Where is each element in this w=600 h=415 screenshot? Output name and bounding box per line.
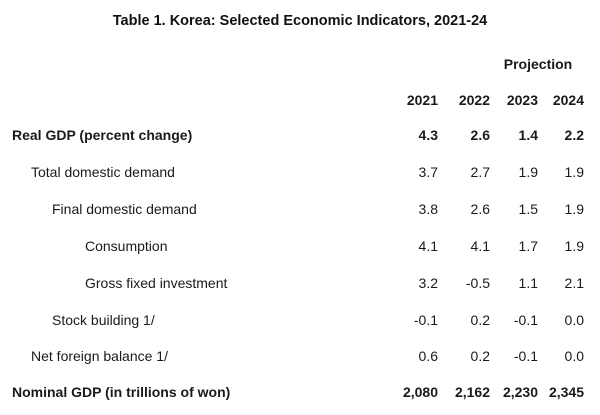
cell-2022: 2.7 [470,164,490,180]
row-label: Real GDP (percent change) [12,127,193,143]
cell-2022: 0.2 [470,312,490,328]
row-label: Stock building 1/ [52,312,155,328]
year-header-2024: 2024 [552,92,584,108]
cell-2021: 4.3 [418,127,438,143]
cell-2024: 2.1 [564,275,584,291]
table-row: Final domestic demand 3.8 2.6 1.5 1.9 [0,201,600,221]
cell-2022: 4.1 [470,238,490,254]
row-label: Consumption [85,238,168,254]
year-header-2022: 2022 [458,92,490,108]
year-header-2023: 2023 [506,92,538,108]
table-row: Consumption 4.1 4.1 1.7 1.9 [0,238,600,258]
cell-2023: -0.1 [513,348,538,364]
cell-2021: 3.7 [418,164,438,180]
cell-2022: 2,162 [454,384,490,400]
cell-2024: 0.0 [564,312,584,328]
cell-2023: -0.1 [513,312,538,328]
cell-2022: -0.5 [465,275,490,291]
cell-2022: 2.6 [470,201,490,217]
table-row: Gross fixed investment 3.2 -0.5 1.1 2.1 [0,275,600,295]
row-label: Net foreign balance 1/ [31,348,168,364]
cell-2024: 0.0 [564,348,584,364]
cell-2021: 3.2 [418,275,438,291]
row-label: Total domestic demand [31,164,175,180]
cell-2022: 0.2 [470,348,490,364]
cell-2023: 1.4 [518,127,538,143]
cell-2024: 2.2 [564,127,584,143]
table-row: Real GDP (percent change) 4.3 2.6 1.4 2.2 [0,127,600,147]
cell-2021: 2,080 [402,384,438,400]
table-row: Stock building 1/ -0.1 0.2 -0.1 0.0 [0,312,600,332]
row-label: Final domestic demand [52,201,197,217]
cell-2021: 4.1 [418,238,438,254]
cell-2023: 1.5 [518,201,538,217]
cell-2023: 1.1 [518,275,538,291]
table-row: Net foreign balance 1/0.6 0.2 -0.1 0.0 [0,348,600,368]
cell-2021: 3.8 [418,201,438,217]
year-header-2021: 2021 [406,92,438,108]
cell-2024: 1.9 [564,164,584,180]
table-row: Nominal GDP (in trillions of won) 2,080 2,… [0,384,600,404]
cell-2024: 1.9 [564,201,584,217]
table-row: Total domestic demand 3.7 2.7 1.9 1.9 [0,164,600,184]
table-title: Table 1. Korea: Selected Economic Indica… [112,13,488,29]
row-label: Nominal GDP (in trillions of won) [12,384,231,400]
cell-2021: 0.6 [418,348,438,364]
cell-2024: 1.9 [564,238,584,254]
cell-2024: 2,345 [548,384,584,400]
cell-2023: 1.7 [518,238,538,254]
cell-2023: 2,230 [502,384,538,400]
cell-2022: 2.6 [470,127,490,143]
projection-header: Projection [503,56,573,72]
cell-2023: 1.9 [518,164,538,180]
row-label: Gross fixed investment [85,275,228,291]
cell-2021: -0.1 [413,312,438,328]
